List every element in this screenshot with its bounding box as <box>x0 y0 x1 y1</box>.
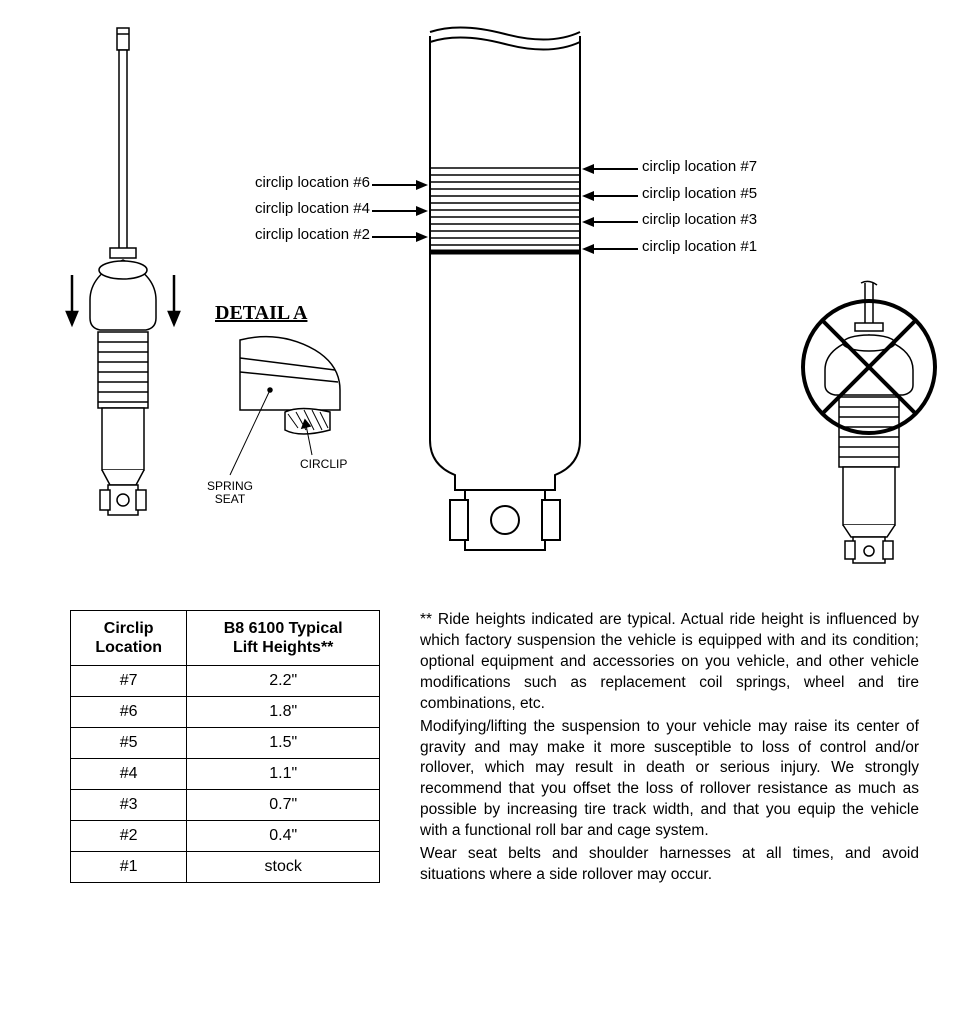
cell-location: #2 <box>71 821 187 852</box>
cell-location: #3 <box>71 790 187 821</box>
cell-location: #7 <box>71 666 187 697</box>
lift-height-table: Circlip Location B8 6100 Typical Lift He… <box>70 610 380 883</box>
disclaimer-p1: ** Ride heights indicated are typical. A… <box>420 610 919 715</box>
table-row: #20.4" <box>71 821 380 852</box>
circlip-label: CIRCLIP <box>300 458 347 471</box>
circlip-callout-left: circlip location #6 <box>220 174 370 191</box>
arrow-right-icon <box>372 230 428 248</box>
circlip-callout-right: circlip location #1 <box>642 238 757 255</box>
circlip-callout-right: circlip location #7 <box>642 158 757 175</box>
cell-location: #6 <box>71 697 187 728</box>
circlip-callout-left: circlip location #2 <box>220 226 370 243</box>
disclaimer-p2: Modifying/lifting the suspension to your… <box>420 717 919 843</box>
circlip-callout-left: circlip location #4 <box>220 200 370 217</box>
table-header-location: Circlip Location <box>71 611 187 666</box>
table-header-lift: B8 6100 Typical Lift Heights** <box>187 611 380 666</box>
arrow-left-icon <box>582 189 638 207</box>
table-row: #61.8" <box>71 697 380 728</box>
disclaimer-p3: Wear seat belts and shoulder harnesses a… <box>420 844 919 886</box>
cell-location: #5 <box>71 728 187 759</box>
table-row: #41.1" <box>71 759 380 790</box>
right-shock-crossed-diagram <box>795 275 945 575</box>
cell-lift: 1.5" <box>187 728 380 759</box>
cell-lift: 1.8" <box>187 697 380 728</box>
circlip-callout-right: circlip location #3 <box>642 211 757 228</box>
cell-lift: 0.4" <box>187 821 380 852</box>
spring-seat-label: SPRING SEAT <box>200 480 260 506</box>
arrow-right-icon <box>372 178 428 196</box>
cell-location: #1 <box>71 852 187 883</box>
cell-location: #4 <box>71 759 187 790</box>
left-shock-diagram <box>60 20 190 550</box>
circlip-callout-right: circlip location #5 <box>642 185 757 202</box>
table-row: #51.5" <box>71 728 380 759</box>
cell-lift: 1.1" <box>187 759 380 790</box>
lower-section: Circlip Location B8 6100 Typical Lift He… <box>20 610 949 888</box>
table-row: #72.2" <box>71 666 380 697</box>
arrow-left-icon <box>582 162 638 180</box>
cell-lift: stock <box>187 852 380 883</box>
arrow-left-icon <box>582 215 638 233</box>
cell-lift: 2.2" <box>187 666 380 697</box>
diagram-area: DETAIL A <box>20 20 949 580</box>
cell-lift: 0.7" <box>187 790 380 821</box>
center-shock-diagram <box>400 20 610 580</box>
arrow-right-icon <box>372 204 428 222</box>
disclaimer-text: ** Ride heights indicated are typical. A… <box>420 610 919 888</box>
table-row: #30.7" <box>71 790 380 821</box>
arrow-left-icon <box>582 242 638 260</box>
table-row: #1stock <box>71 852 380 883</box>
